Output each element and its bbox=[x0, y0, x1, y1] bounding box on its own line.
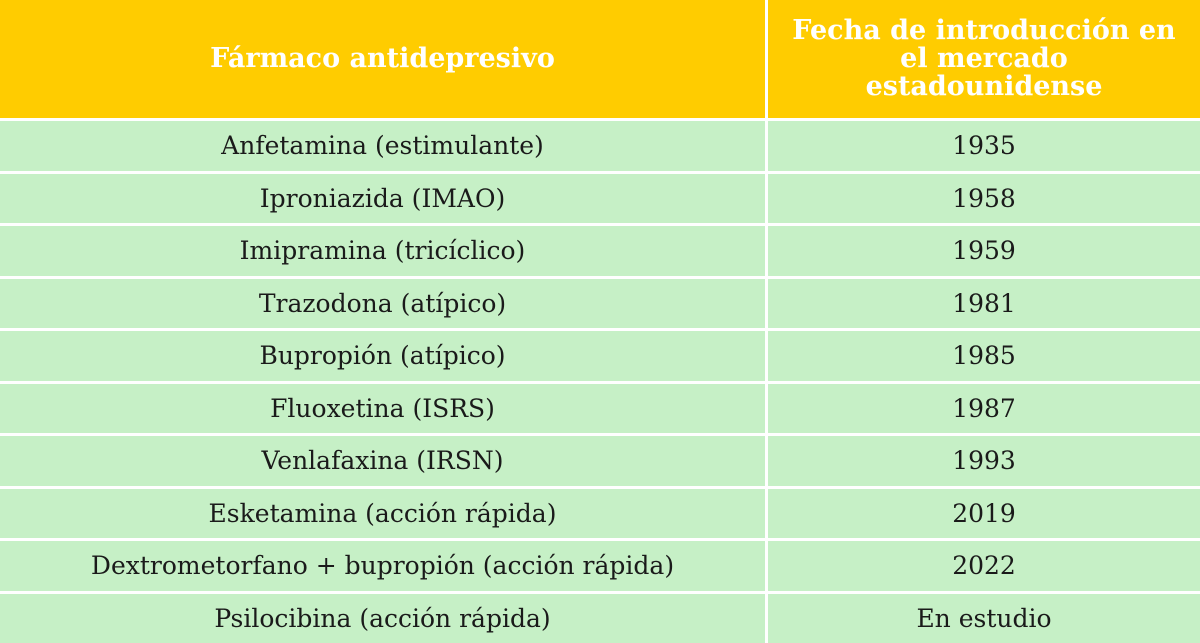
intro-date: 1993 bbox=[952, 446, 1016, 476]
table-row-date: 1935 bbox=[768, 118, 1200, 171]
table-row-date: 1959 bbox=[768, 223, 1200, 276]
table-row-drug: Fluoxetina (ISRS) bbox=[0, 380, 768, 433]
table-row-drug: Iproniazida (IMAO) bbox=[0, 170, 768, 223]
drug-name: Psilocibina (acción rápida) bbox=[214, 603, 551, 633]
intro-date: 1985 bbox=[952, 341, 1016, 371]
table-row-drug: Psilocibina (acción rápida) bbox=[0, 590, 768, 643]
table-row-drug: Esketamina (acción rápida) bbox=[0, 485, 768, 538]
header-date-label: Fecha de introducción en el mercado esta… bbox=[792, 15, 1176, 102]
drug-name: Bupropión (atípico) bbox=[259, 341, 506, 371]
drug-name: Imipramina (tricíclico) bbox=[239, 236, 526, 266]
table-row-date: 1985 bbox=[768, 328, 1200, 381]
table-row-drug: Venlafaxina (IRSN) bbox=[0, 433, 768, 486]
drug-name: Fluoxetina (ISRS) bbox=[270, 393, 495, 423]
drug-name: Anfetamina (estimulante) bbox=[221, 131, 544, 161]
table-row-drug: Imipramina (tricíclico) bbox=[0, 223, 768, 276]
drug-name: Dextrometorfano + bupropión (acción rápi… bbox=[90, 551, 675, 581]
intro-date: 1958 bbox=[952, 183, 1016, 213]
drug-name: Venlafaxina (IRSN) bbox=[261, 446, 504, 476]
table-row-drug: Bupropión (atípico) bbox=[0, 328, 768, 381]
drug-name: Esketamina (acción rápida) bbox=[208, 498, 557, 528]
intro-date: 1981 bbox=[952, 288, 1016, 318]
table-row-date: En estudio bbox=[768, 590, 1200, 643]
table-row-date: 1958 bbox=[768, 170, 1200, 223]
header-date: Fecha de introducción en el mercado esta… bbox=[768, 0, 1200, 118]
intro-date: 1935 bbox=[952, 131, 1016, 161]
drug-name: Iproniazida (IMAO) bbox=[259, 183, 506, 213]
intro-date: En estudio bbox=[916, 603, 1052, 633]
header-drug: Fármaco antidepresivo bbox=[0, 0, 768, 118]
intro-date: 1987 bbox=[952, 393, 1016, 423]
intro-date: 2019 bbox=[952, 498, 1016, 528]
table-row-date: 1987 bbox=[768, 380, 1200, 433]
table-row-drug: Trazodona (atípico) bbox=[0, 275, 768, 328]
drug-name: Trazodona (atípico) bbox=[258, 288, 507, 318]
table-row-date: 1993 bbox=[768, 433, 1200, 486]
table-row-date: 2022 bbox=[768, 538, 1200, 591]
table-row-date: 2019 bbox=[768, 485, 1200, 538]
header-drug-label: Fármaco antidepresivo bbox=[210, 43, 555, 74]
table-row-date: 1981 bbox=[768, 275, 1200, 328]
intro-date: 1959 bbox=[952, 236, 1016, 266]
table-row-drug: Anfetamina (estimulante) bbox=[0, 118, 768, 171]
intro-date: 2022 bbox=[952, 551, 1016, 581]
table-row-drug: Dextrometorfano + bupropión (acción rápi… bbox=[0, 538, 768, 591]
